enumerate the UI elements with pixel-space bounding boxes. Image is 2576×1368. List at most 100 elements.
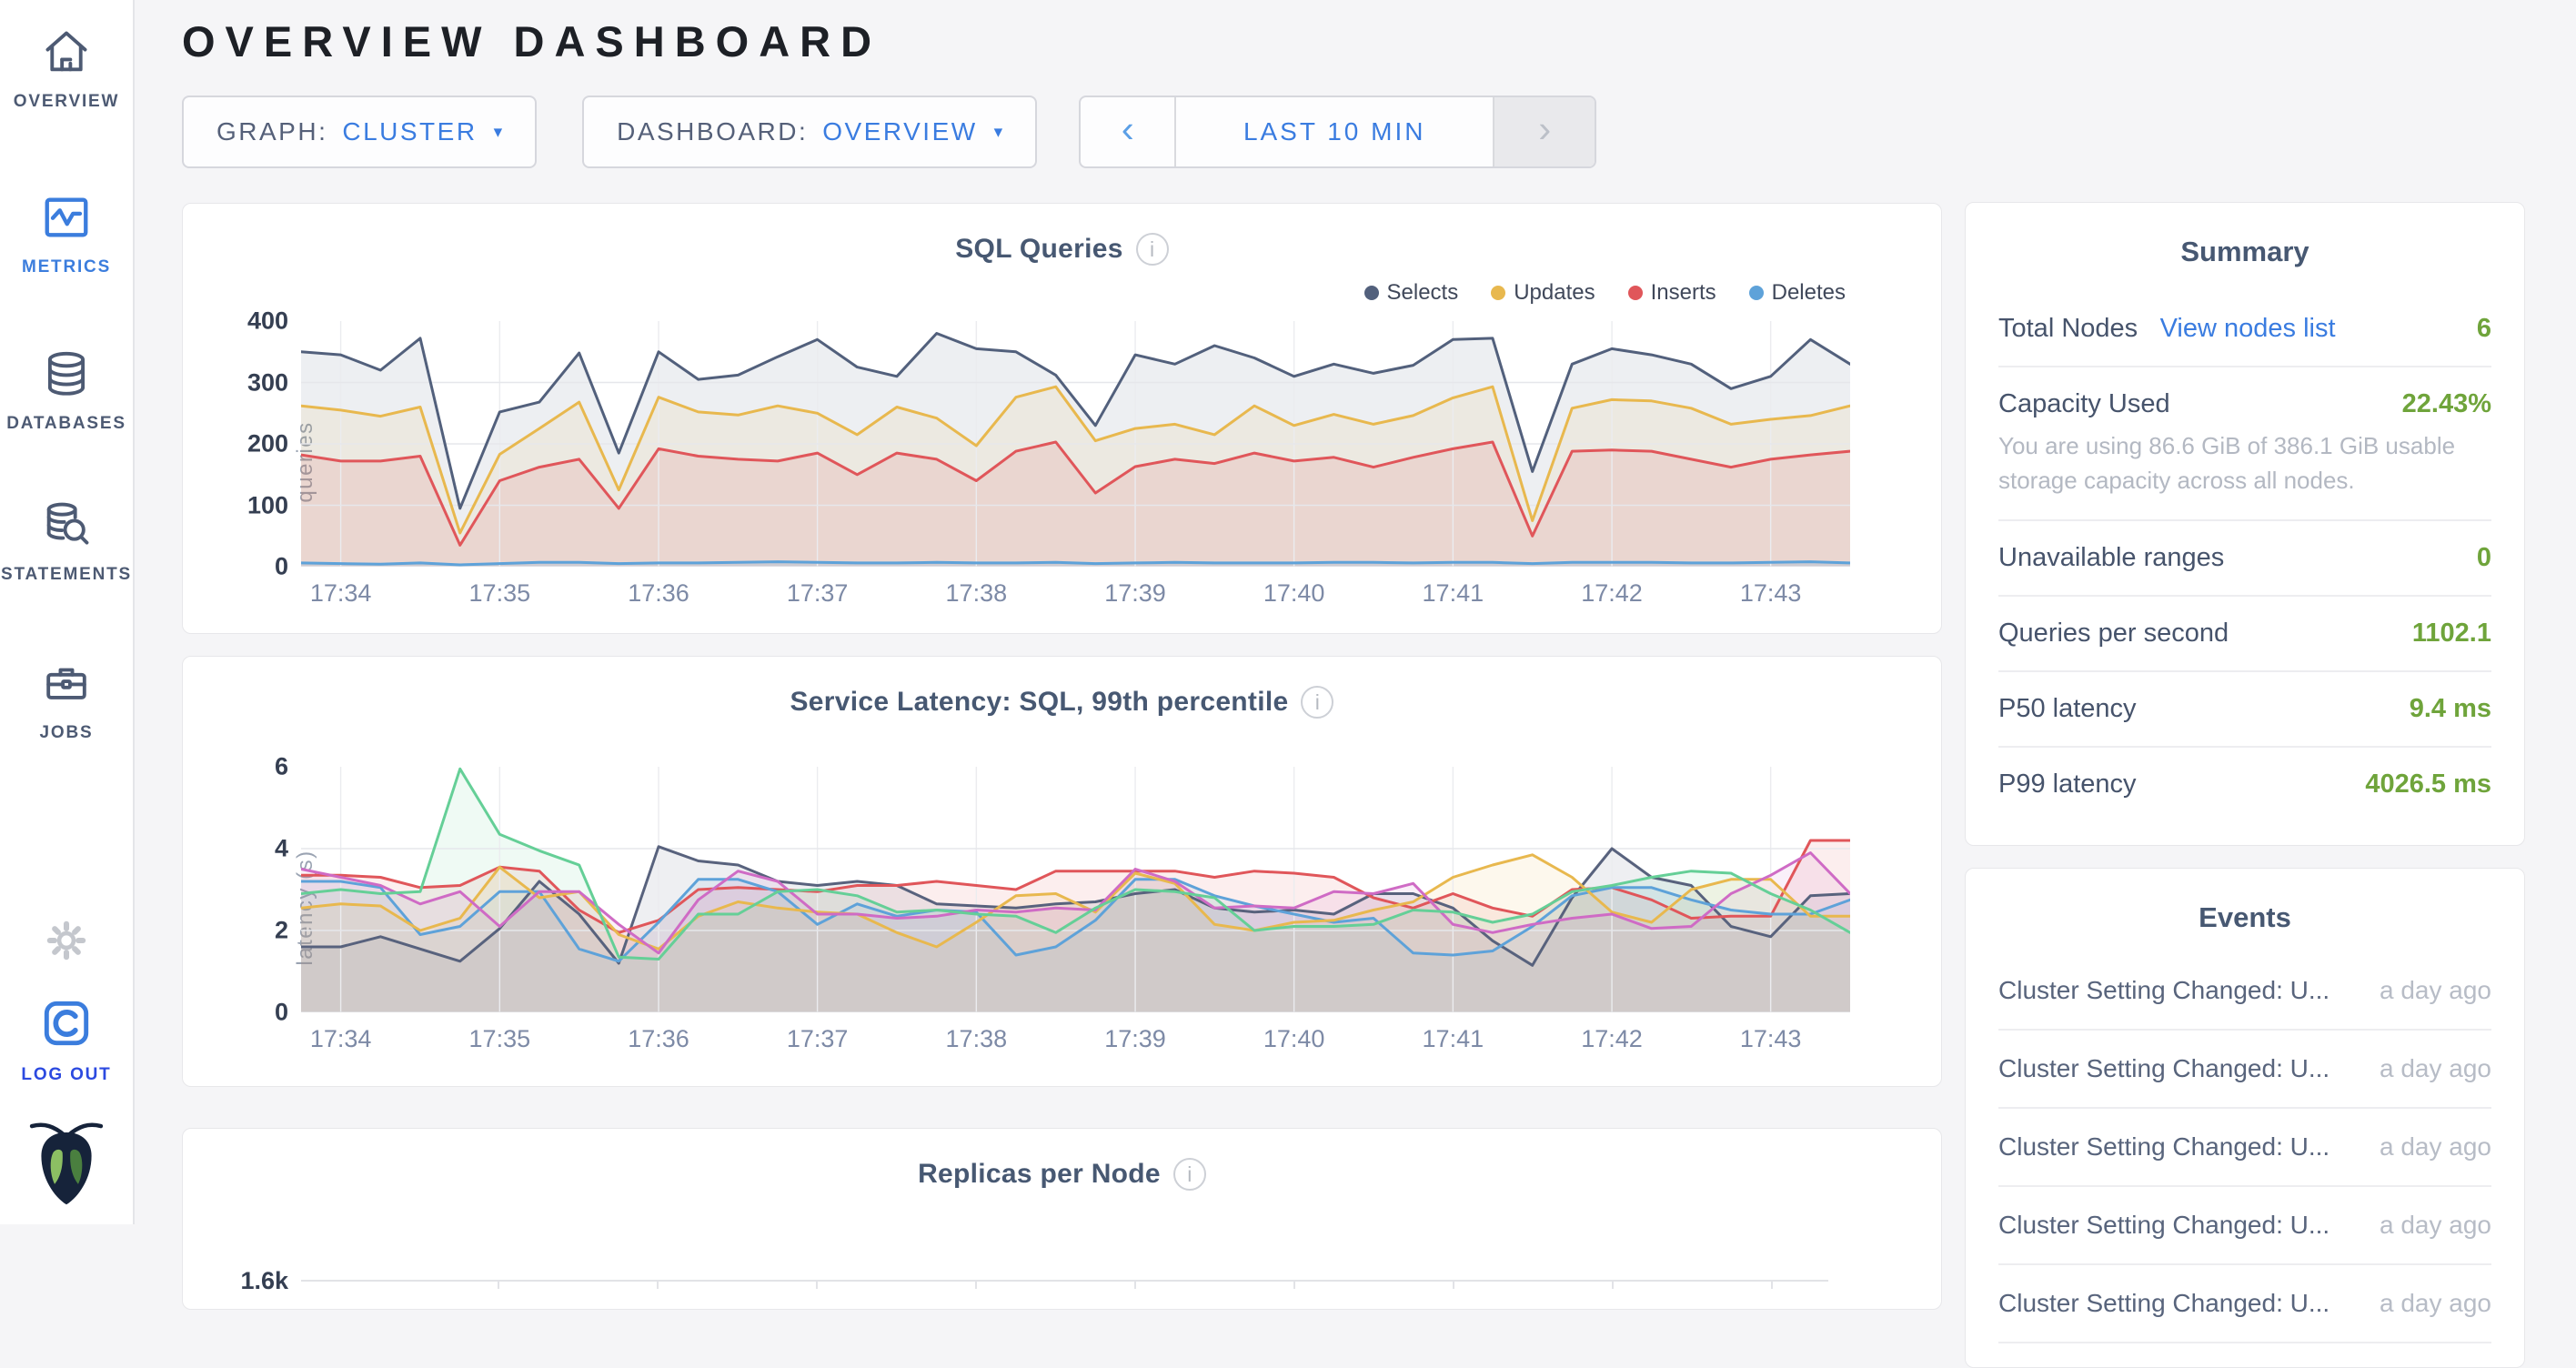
- event-text: Cluster Setting Changed: U...: [1998, 1132, 2330, 1161]
- legend-dot-icon: [1748, 286, 1764, 300]
- x-tick-label: 17:36: [628, 1025, 689, 1052]
- event-row: Cluster Setting Changed: U... a day ago: [1998, 1109, 2491, 1187]
- event-time: a day ago: [2380, 1132, 2491, 1161]
- legend-label: Deletes: [1771, 280, 1846, 305]
- legend-item: Deletes: [1748, 280, 1846, 306]
- x-tick-label: 17:40: [1263, 579, 1325, 607]
- right-sidebar: Summary Total Nodes View nodes list 6 Ca…: [1965, 202, 2525, 1368]
- plot-area: 17:34 17:35 17:36 17:37 17:38 17:39 17:40 17:41…: [301, 767, 1850, 1052]
- summary-row-qps: Queries per second 1102.1: [1998, 597, 2491, 672]
- sidebar-item-logout[interactable]: LOG OUT: [0, 995, 133, 1085]
- y-tick-label: 4: [274, 834, 288, 862]
- x-tick-label: 17:37: [786, 1025, 849, 1052]
- y-tick-label: 100: [247, 491, 288, 518]
- sidebar-item-label: METRICS: [21, 257, 112, 277]
- chevron-down-icon: ▾: [993, 122, 1003, 142]
- events-title: Events: [2199, 901, 2291, 933]
- statements-icon: [40, 502, 93, 555]
- qps-value: 1102.1: [2411, 619, 2491, 648]
- time-range-control: ‹ LAST 10 MIN ›: [1079, 96, 1597, 168]
- sidebar-item-label: LOG OUT: [21, 1065, 112, 1084]
- total-nodes-label: Total Nodes: [1998, 314, 2138, 343]
- time-prev-button[interactable]: ‹: [1081, 97, 1177, 166]
- events-panel: Events Cluster Setting Changed: U... a d…: [1965, 868, 2525, 1368]
- x-tick-label: 17:40: [1263, 1025, 1325, 1052]
- x-tick-label: 17:34: [309, 1025, 372, 1052]
- sidebar-item-databases[interactable]: DATABASES: [0, 347, 133, 434]
- event-text: Cluster Setting Changed: U...: [1998, 1289, 2330, 1317]
- summary-row-p50: P50 latency 9.4 ms: [1998, 672, 2491, 748]
- p50-latency-label: P50 latency: [1998, 694, 2137, 723]
- y-tick-label: 0: [274, 552, 288, 580]
- legend-label: Updates: [1514, 280, 1595, 305]
- summary-panel: Summary Total Nodes View nodes list 6 Ca…: [1965, 202, 2525, 846]
- unavailable-ranges-value: 0: [2476, 543, 2491, 572]
- chart-title: Replicas per Node i: [918, 1158, 1206, 1191]
- replicas-per-node-card: Replicas per Node i 1.6k: [182, 1128, 1942, 1310]
- home-icon: [40, 31, 93, 82]
- sidebar-item-label: STATEMENTS: [1, 565, 132, 584]
- x-tick-label: 17:39: [1104, 579, 1166, 607]
- sidebar-logo[interactable]: [0, 1115, 133, 1211]
- summary-row-capacity: Capacity Used 22.43% You are using 86.6 …: [1998, 367, 2491, 521]
- service-latency-card: Service Latency: SQL, 99th percentile i …: [182, 656, 1942, 1087]
- chart-title: SQL Queries i: [955, 233, 1169, 266]
- total-nodes-value: 6: [2476, 314, 2491, 343]
- legend-item: Updates: [1491, 280, 1595, 306]
- briefcase-icon: [40, 668, 93, 713]
- sql-queries-card: SQL Queries i Selects Updates Inserts Delet…: [182, 203, 1942, 634]
- event-time: a day ago: [2380, 1211, 2491, 1239]
- legend-item: Inserts: [1627, 280, 1716, 306]
- sidebar-item-label: JOBS: [39, 723, 94, 742]
- capacity-used-label: Capacity Used: [1998, 389, 2170, 418]
- sidebar-item-metrics[interactable]: METRICS: [0, 191, 133, 277]
- dashboard-controls: GRAPH: CLUSTER ▾ DASHBOARD: OVERVIEW ▾ ‹…: [182, 96, 1942, 168]
- sidebar-item-jobs[interactable]: JOBS: [0, 657, 133, 743]
- sidebar-item-overview[interactable]: OVERVIEW: [0, 25, 133, 112]
- chart-title: Service Latency: SQL, 99th percentile i: [790, 686, 1334, 719]
- event-text: Cluster Setting Changed: U...: [1998, 1054, 2330, 1082]
- info-icon[interactable]: i: [1301, 686, 1334, 719]
- info-icon[interactable]: i: [1135, 233, 1169, 266]
- x-tick-label: 17:34: [309, 579, 372, 607]
- event-time: a day ago: [2380, 1054, 2491, 1082]
- y-tick-label: 200: [247, 429, 288, 458]
- cockroach-c-icon: [38, 1001, 95, 1055]
- sql-queries-plot: [301, 321, 1850, 567]
- info-icon[interactable]: i: [1172, 1158, 1206, 1191]
- x-tick-label: 17:38: [945, 579, 1008, 607]
- y-tick-label: 300: [247, 368, 288, 396]
- x-tick-label: 17:41: [1422, 1025, 1484, 1052]
- x-axis: 17:34 17:35 17:36 17:37 17:38 17:39 17:40 17:41…: [301, 1012, 1850, 1052]
- summary-row-total-nodes: Total Nodes View nodes list 6: [1998, 292, 2491, 367]
- x-axis: 17:34 17:35 17:36 17:37 17:38 17:39 17:40 17:41…: [301, 567, 1850, 607]
- legend-dot-icon: [1627, 286, 1643, 300]
- x-tick-label: 17:35: [468, 1025, 531, 1052]
- view-nodes-list-link[interactable]: View nodes list: [2159, 314, 2336, 343]
- graph-dropdown[interactable]: GRAPH: CLUSTER ▾: [182, 96, 538, 168]
- p50-latency-value: 9.4 ms: [2409, 694, 2491, 723]
- x-tick-label: 17:37: [786, 579, 849, 607]
- legend-label: Inserts: [1650, 280, 1716, 305]
- sidebar-item-statements[interactable]: STATEMENTS: [0, 498, 133, 585]
- x-tick-label: 17:35: [468, 579, 531, 607]
- time-next-button[interactable]: ›: [1493, 97, 1595, 166]
- sidebar-item-label: DATABASES: [6, 414, 126, 433]
- graph-dropdown-label: GRAPH:: [216, 117, 328, 146]
- page-title: OVERVIEW DASHBOARD: [182, 17, 882, 65]
- capacity-used-value: 22.43%: [2401, 389, 2491, 418]
- event-row: Cluster Setting Changed: U... a day ago: [1998, 1265, 2491, 1343]
- sidebar-item-settings[interactable]: [0, 915, 133, 971]
- legend-dot-icon: [1491, 286, 1506, 300]
- cockroach-bug-logo: [27, 1122, 106, 1210]
- x-tick-label: 17:42: [1581, 579, 1643, 607]
- event-text: Cluster Setting Changed: U...: [1998, 976, 2330, 1004]
- dashboard-dropdown[interactable]: DASHBOARD: OVERVIEW ▾: [582, 96, 1038, 168]
- gear-icon: [41, 920, 92, 970]
- time-range-button[interactable]: LAST 10 MIN: [1243, 117, 1426, 146]
- summary-row-unavailable-ranges: Unavailable ranges 0: [1998, 521, 2491, 597]
- legend-dot-icon: [1363, 286, 1379, 300]
- x-tick-label: 17:42: [1581, 1025, 1643, 1052]
- legend-label: Selects: [1386, 280, 1459, 305]
